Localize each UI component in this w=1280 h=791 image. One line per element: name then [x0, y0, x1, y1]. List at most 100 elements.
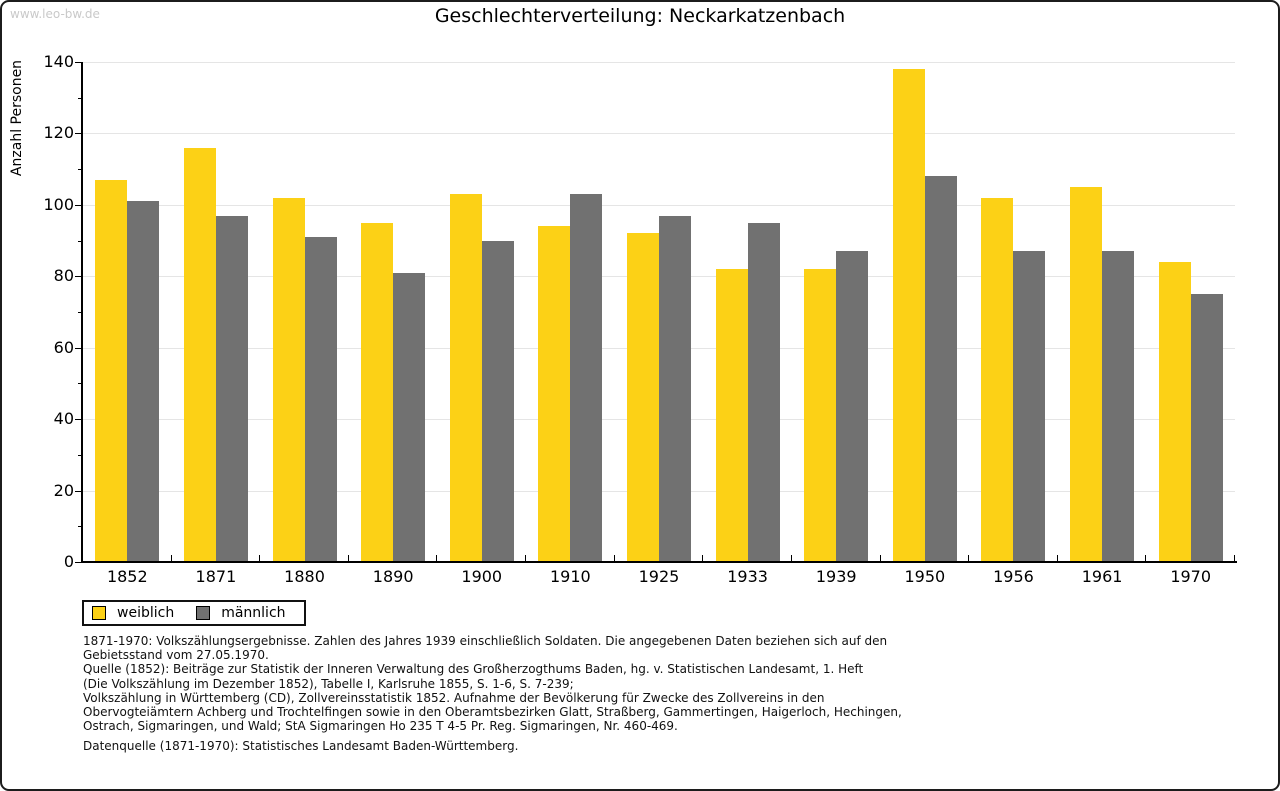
- x-tick-label-1950: 1950: [904, 567, 946, 586]
- bar-1925-weiblich: [627, 233, 659, 562]
- bar-1852-weiblich: [95, 179, 128, 562]
- x-axis-tick: [347, 555, 349, 562]
- bar-1852-männlich: [127, 201, 160, 562]
- x-tick-label-1956: 1956: [993, 567, 1034, 586]
- bar-1970-männlich: [1190, 294, 1223, 562]
- footnote-line-1: 1871-1970: Volkszählungsergebnisse. Zahl…: [83, 634, 888, 648]
- bar-1871-männlich: [215, 215, 248, 562]
- bar-1933-weiblich: [715, 269, 748, 562]
- bar-1871-weiblich: [183, 147, 216, 562]
- y-axis-line: [81, 62, 83, 563]
- x-axis-tick: [259, 555, 261, 562]
- bar-1880-männlich: [304, 237, 337, 562]
- bar-1950-weiblich: [892, 69, 925, 562]
- x-tick-label-1880: 1880: [284, 567, 325, 586]
- bar-1956-weiblich: [981, 197, 1014, 562]
- x-axis-line: [81, 561, 1237, 563]
- y-axis-tick-20: [75, 490, 83, 492]
- x-tick-label-1961: 1961: [1081, 567, 1123, 586]
- y-axis-tick-110: [78, 169, 83, 171]
- footnote-lines: 1871-1970: Volkszählungsergebnisse. Zahl…: [83, 634, 902, 733]
- y-axis-tick-140: [75, 62, 83, 63]
- x-axis-tick: [968, 555, 970, 562]
- bar-1939-weiblich: [804, 269, 837, 562]
- gridline-y100: [83, 204, 1235, 206]
- footnote-line-4: (Die Volkszählung im Dezember 1852), Tab…: [83, 676, 574, 691]
- legend-label-weiblich: weiblich: [117, 605, 175, 621]
- bar-1961-weiblich: [1070, 187, 1103, 562]
- y-axis-title: Anzahl Personen: [9, 59, 25, 177]
- bar-1900-männlich: [481, 240, 514, 562]
- y-axis-tick-60: [75, 347, 83, 349]
- y-tick-label-100: 100: [43, 194, 74, 214]
- bar-1910-weiblich: [538, 226, 571, 562]
- footnote-line-5: Volkszählung in Württemberg (CD), Zollve…: [83, 690, 825, 705]
- bar-1961-männlich: [1102, 251, 1135, 562]
- footnote-line-7: Ostrach, Sigmaringen, und Wald; StA Sigm…: [83, 719, 678, 734]
- y-tick-label-40: 40: [53, 409, 74, 429]
- y-tick-label-120: 120: [43, 123, 74, 143]
- watermark: www.leo-bw.de: [10, 7, 100, 21]
- x-tick-label-1890: 1890: [372, 567, 414, 586]
- footnote-line-3: Quelle (1852): Beiträge zur Statistik de…: [83, 662, 864, 677]
- x-axis-tick: [1145, 555, 1147, 562]
- legend-swatch-männlich: [196, 606, 211, 620]
- x-tick-label-1933: 1933: [727, 567, 768, 586]
- y-axis-tick-100: [75, 204, 83, 206]
- x-axis-tick: [879, 555, 881, 562]
- x-axis-tick: [790, 555, 792, 562]
- x-tick-label-1970: 1970: [1170, 567, 1212, 586]
- x-axis-tick: [1234, 555, 1235, 562]
- y-tick-label-20: 20: [53, 480, 74, 500]
- x-tick-label-1871: 1871: [195, 567, 237, 586]
- x-tick-label-1900: 1900: [461, 567, 503, 586]
- bar-1910-männlich: [570, 194, 603, 562]
- bar-1970-weiblich: [1158, 262, 1191, 562]
- y-tick-label-140: 140: [43, 52, 74, 71]
- y-axis-tick-70: [78, 312, 83, 313]
- bar-1933-männlich: [747, 222, 780, 562]
- bar-1890-weiblich: [361, 222, 394, 562]
- x-tick-label-1910: 1910: [550, 567, 591, 586]
- y-axis-tick-80: [75, 276, 83, 278]
- x-axis-tick: [702, 555, 704, 562]
- bar-1880-weiblich: [272, 197, 305, 562]
- y-axis-tick-50: [78, 383, 83, 385]
- bar-1956-männlich: [1013, 251, 1046, 562]
- x-axis-tick: [1056, 555, 1058, 562]
- bar-1939-männlich: [836, 251, 869, 562]
- footer-notes: 1871-1970: Volkszählungsergebnisse. Zahl…: [83, 634, 902, 754]
- y-axis-tick-120: [75, 133, 83, 135]
- y-axis-tick-0: [75, 562, 83, 563]
- legend: weiblich männlich: [82, 600, 306, 626]
- x-axis-tick: [436, 555, 438, 562]
- footnote-line-2: Gebietsstand vom 27.05.1970.: [83, 648, 269, 663]
- legend-label-männlich: männlich: [221, 605, 286, 621]
- datasource-line: Datenquelle (1871-1970): Statistisches L…: [83, 739, 519, 754]
- footnote-line-6: Obervogteiämtern Achberg und Trochtelfin…: [83, 705, 902, 720]
- x-tick-label-1925: 1925: [638, 567, 680, 586]
- x-axis-tick: [170, 555, 172, 562]
- gridline-y120: [83, 133, 1235, 135]
- x-tick-label-1852: 1852: [106, 567, 148, 586]
- x-axis-tick: [525, 555, 527, 562]
- bar-1925-männlich: [659, 215, 691, 562]
- x-axis-tick: [613, 555, 615, 562]
- bar-1900-weiblich: [449, 194, 482, 562]
- y-axis-tick-10: [78, 526, 83, 528]
- y-tick-label-0: 0: [63, 552, 74, 571]
- bar-1890-männlich: [393, 272, 426, 562]
- legend-entry-männlich: männlich: [196, 605, 286, 621]
- x-tick-label-1939: 1939: [815, 567, 857, 586]
- y-axis-tick-130: [78, 97, 83, 99]
- y-axis-tick-90: [78, 240, 83, 242]
- y-axis-tick-40: [75, 419, 83, 421]
- y-axis-tick-30: [78, 454, 83, 456]
- chart-title: Geschlechterverteilung: Neckarkatzenbach: [434, 5, 846, 27]
- plot-area: 1852 1871 1880 1890 1900 1910 1925 1933 1939 1950…: [83, 62, 1235, 586]
- legend-swatch-weiblich: [92, 606, 106, 620]
- y-tick-label-60: 60: [53, 337, 74, 357]
- gridline-y140: [83, 62, 1235, 63]
- y-tick-label-80: 80: [53, 266, 74, 286]
